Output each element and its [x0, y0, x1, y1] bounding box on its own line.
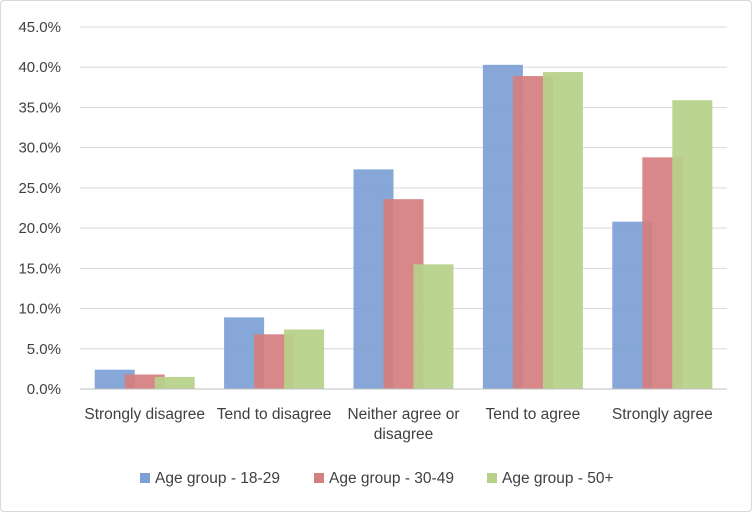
bar — [542, 72, 583, 389]
x-tick-label: Tend to agree — [486, 406, 581, 423]
x-tick-label: Neither agree or — [347, 406, 459, 423]
y-tick-label: 35.0% — [18, 99, 61, 116]
legend-label: Age group - 50+ — [502, 470, 614, 487]
y-tick-label: 10.0% — [18, 301, 61, 318]
legend-label: Age group - 18-29 — [155, 470, 280, 487]
y-tick-label: 0.0% — [27, 381, 61, 398]
x-tick-label: Strongly disagree — [84, 406, 205, 423]
legend-swatch — [314, 473, 324, 483]
x-tick-label: Strongly agree — [612, 406, 713, 423]
bar — [284, 329, 325, 389]
y-tick-label: 30.0% — [18, 140, 61, 157]
y-tick-label: 25.0% — [18, 180, 61, 197]
y-tick-label: 45.0% — [18, 19, 61, 36]
y-tick-label: 15.0% — [18, 260, 61, 277]
x-tick-label: disagree — [374, 426, 433, 443]
bar — [413, 264, 454, 389]
bar — [154, 376, 195, 389]
x-tick-label: Tend to disagree — [217, 406, 332, 423]
legend-swatch — [487, 473, 497, 483]
y-tick-label: 40.0% — [18, 59, 61, 76]
bar — [672, 100, 713, 390]
legend-label: Age group - 30-49 — [329, 470, 454, 487]
y-tick-label: 20.0% — [18, 220, 61, 237]
legend-swatch — [140, 473, 150, 483]
y-tick-label: 5.0% — [27, 341, 61, 358]
